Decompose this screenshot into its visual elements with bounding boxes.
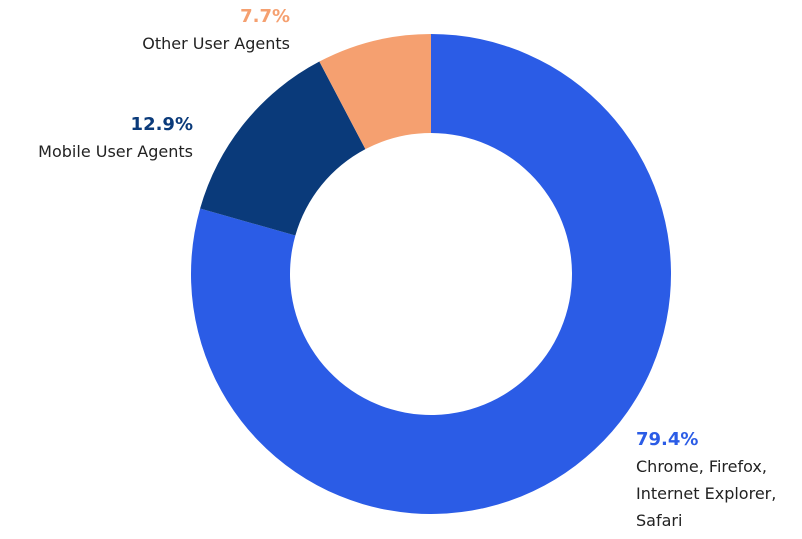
category-label: Mobile User Agents xyxy=(38,142,193,161)
donut-slice xyxy=(319,34,431,150)
category-label: Chrome, Firefox, Internet Explorer, Safa… xyxy=(636,457,777,530)
value-label: 79.4% xyxy=(636,429,699,450)
donut-slice xyxy=(200,61,366,236)
value-label: 12.9% xyxy=(130,114,193,135)
slice-label: 7.7% Other User Agents xyxy=(142,4,290,57)
donut-slice xyxy=(191,34,671,514)
category-label: Other User Agents xyxy=(142,34,290,53)
value-label: 7.7% xyxy=(240,6,290,27)
slice-label: 12.9% Mobile User Agents xyxy=(38,112,193,165)
slice-label: 79.4% Chrome, Firefox, Internet Explorer,… xyxy=(636,427,802,534)
